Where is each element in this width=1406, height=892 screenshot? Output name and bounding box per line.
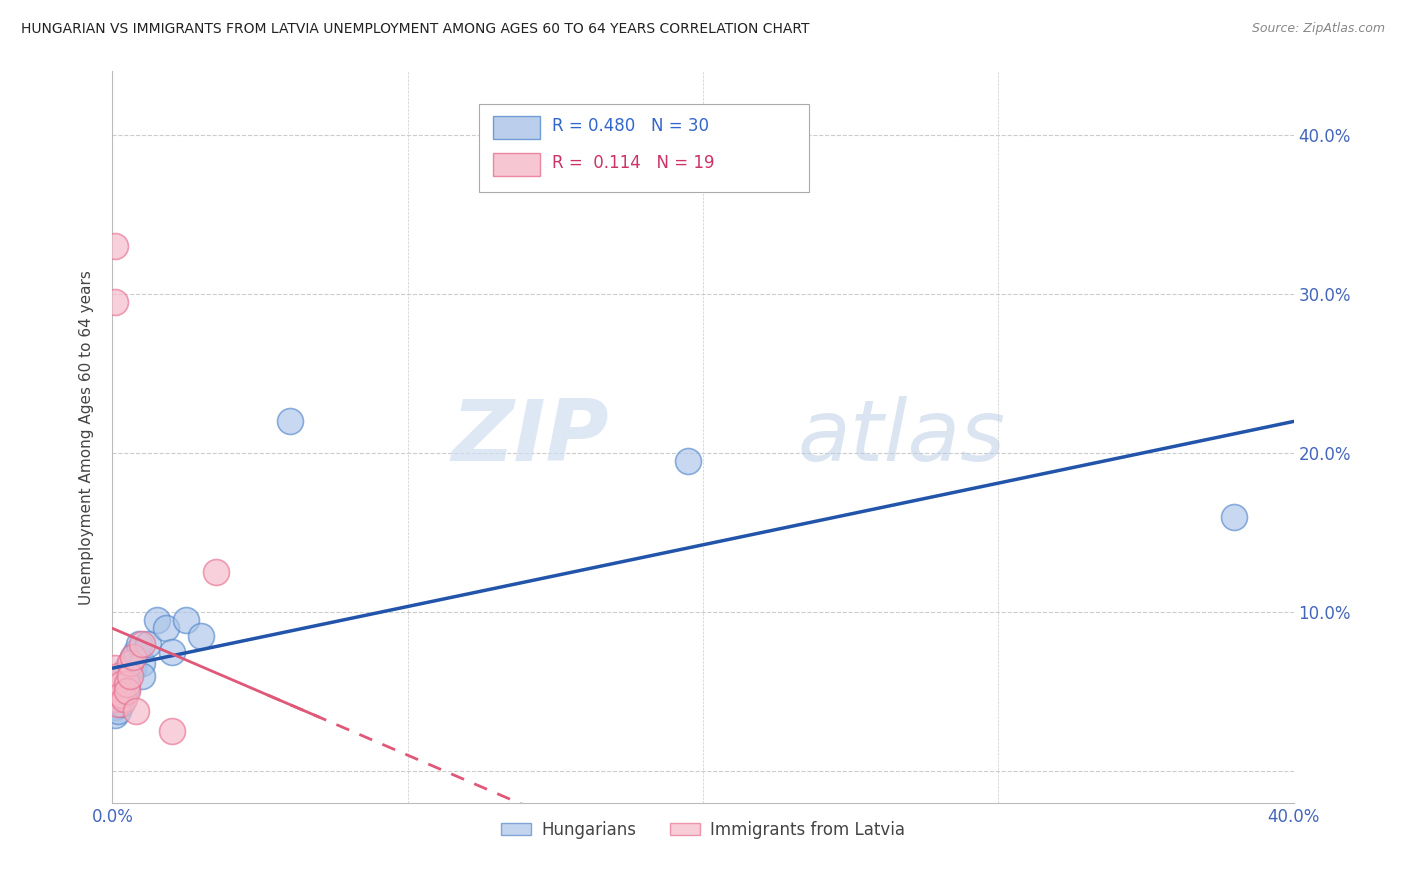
Point xyxy=(104,692,127,706)
Point xyxy=(155,621,177,635)
Point xyxy=(136,637,159,651)
Point xyxy=(112,692,135,706)
Point xyxy=(112,668,135,682)
Point xyxy=(125,704,148,718)
Point xyxy=(104,239,127,253)
Point xyxy=(110,688,132,702)
Point xyxy=(104,294,127,309)
Point xyxy=(104,708,127,723)
Point xyxy=(120,668,142,682)
Text: R = 0.480   N = 30: R = 0.480 N = 30 xyxy=(551,117,709,136)
Point xyxy=(107,692,129,706)
FancyBboxPatch shape xyxy=(492,153,540,176)
Point xyxy=(107,704,129,718)
FancyBboxPatch shape xyxy=(492,116,540,139)
Point xyxy=(190,629,212,643)
Point xyxy=(104,660,127,674)
Point xyxy=(104,684,127,698)
Point xyxy=(278,414,301,428)
Point xyxy=(120,656,142,670)
Point xyxy=(117,684,138,698)
Point xyxy=(160,645,183,659)
Point xyxy=(131,656,153,670)
Point xyxy=(678,454,700,468)
Point xyxy=(1223,509,1246,524)
Point xyxy=(107,668,129,682)
Point xyxy=(131,668,153,682)
Point xyxy=(104,692,127,706)
Text: Source: ZipAtlas.com: Source: ZipAtlas.com xyxy=(1251,22,1385,36)
Point xyxy=(110,676,132,690)
Point xyxy=(110,688,132,702)
Point xyxy=(128,637,150,651)
Point xyxy=(122,649,145,664)
Point xyxy=(110,697,132,711)
FancyBboxPatch shape xyxy=(478,104,810,192)
Point xyxy=(122,649,145,664)
Point xyxy=(174,613,197,627)
Point xyxy=(120,656,142,670)
Point xyxy=(117,660,138,674)
Text: atlas: atlas xyxy=(797,395,1005,479)
Y-axis label: Unemployment Among Ages 60 to 64 years: Unemployment Among Ages 60 to 64 years xyxy=(79,269,94,605)
Text: HUNGARIAN VS IMMIGRANTS FROM LATVIA UNEMPLOYMENT AMONG AGES 60 TO 64 YEARS CORRE: HUNGARIAN VS IMMIGRANTS FROM LATVIA UNEM… xyxy=(21,22,810,37)
Text: R =  0.114   N = 19: R = 0.114 N = 19 xyxy=(551,153,714,172)
Point xyxy=(205,566,228,580)
Point xyxy=(122,660,145,674)
Text: ZIP: ZIP xyxy=(451,395,609,479)
Point xyxy=(107,684,129,698)
Point xyxy=(112,676,135,690)
Legend: Hungarians, Immigrants from Latvia: Hungarians, Immigrants from Latvia xyxy=(495,814,911,846)
Point xyxy=(117,681,138,696)
Point xyxy=(125,645,148,659)
Point xyxy=(117,672,138,686)
Point xyxy=(107,697,129,711)
Point xyxy=(110,676,132,690)
Point xyxy=(117,676,138,690)
Point xyxy=(160,724,183,739)
Point xyxy=(146,613,169,627)
Point xyxy=(104,700,127,714)
Point xyxy=(131,637,153,651)
